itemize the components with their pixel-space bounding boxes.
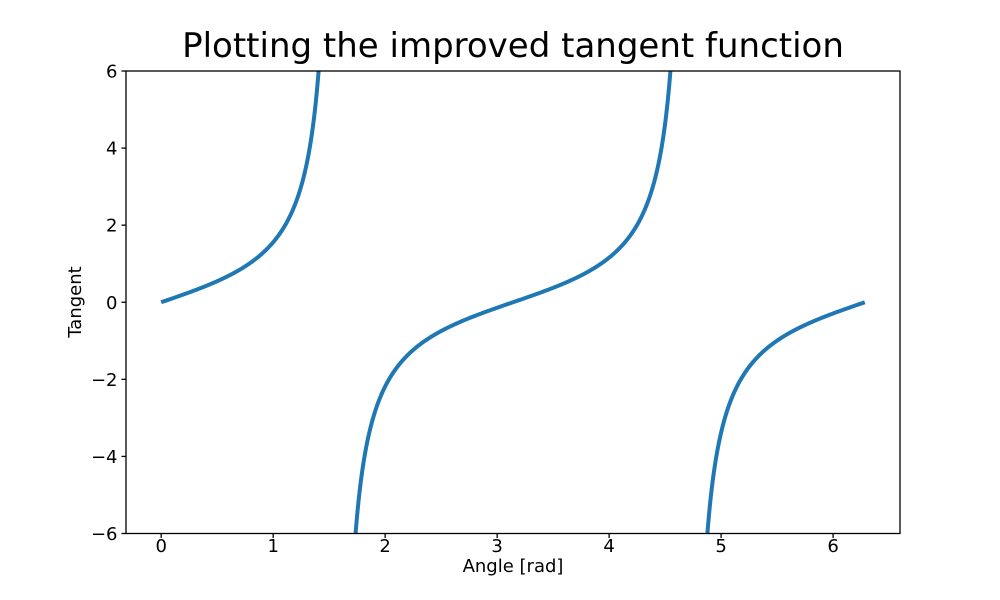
y-tick-label: −2 [91,370,118,391]
chart-title: Plotting the improved tangent function [182,26,844,66]
y-tick-label: 4 [106,139,117,160]
x-tick-label: 5 [715,536,726,557]
x-tick-label: 1 [267,536,278,557]
x-tick-label: 3 [491,536,502,557]
y-tick-label: 2 [106,216,117,237]
y-tick-label: 0 [106,293,117,314]
tangent-curve [159,71,867,534]
x-tick-label: 2 [379,536,390,557]
y-tick-label: −4 [91,447,118,468]
y-tick-label: 6 [106,62,117,83]
x-tick-label: 6 [827,536,838,557]
x-tick-label: 0 [155,536,166,557]
x-tick-label: 4 [603,536,614,557]
y-tick-label: −6 [91,524,118,545]
x-axis-label: Angle [rad] [462,556,564,577]
